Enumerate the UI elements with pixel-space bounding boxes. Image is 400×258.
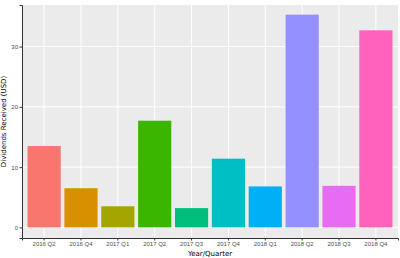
- bar: [249, 186, 282, 227]
- x-tick-mark: [265, 238, 266, 241]
- x-tick-mark: [154, 238, 155, 241]
- y-tick: 0: [15, 225, 22, 231]
- x-tick: 2016 Q2: [33, 238, 57, 247]
- bars: [28, 15, 393, 228]
- chart: 2016 Q2 2016 Q4 2017 Q1 2017 Q2 2017 Q3 2017 …: [0, 0, 400, 258]
- x-tick: 2018 Q4: [364, 238, 388, 247]
- bar: [64, 188, 97, 227]
- x-tick: 2017 Q1: [106, 238, 130, 247]
- y-tick-mark: [20, 167, 23, 168]
- x-tick-mark: [375, 238, 376, 241]
- plot: 2016 Q2 2016 Q4 2017 Q1 2017 Q2 2017 Q3 2017 …: [11, 5, 398, 247]
- grid: [22, 5, 398, 238]
- x-tick-mark: [117, 238, 118, 241]
- x-tick-mark: [302, 238, 303, 241]
- x-tick: 2018 Q1: [254, 238, 278, 247]
- x-tick-label: 2017 Q2: [143, 241, 167, 247]
- x-tick: 2018 Q2: [291, 238, 315, 247]
- grid-line: [22, 106, 398, 107]
- x-tick: 2018 Q3: [328, 238, 352, 247]
- x-tick: 2017 Q4: [217, 238, 241, 247]
- y-tick-mark: [20, 47, 23, 48]
- x-tick-mark: [339, 238, 340, 241]
- x-tick-label: 2017 Q3: [180, 241, 204, 247]
- x-tick-mark: [80, 238, 81, 241]
- x-tick-label: 2018 Q2: [291, 241, 315, 247]
- x-tick: 2016 Q4: [69, 238, 93, 247]
- x-tick-mark: [44, 238, 45, 241]
- panel-background: [22, 5, 398, 238]
- x-axis-title: Year/Quarter: [187, 250, 232, 258]
- y-axis: 0 10 20 30: [11, 6, 22, 239]
- grid-line: [117, 5, 118, 238]
- y-tick: 10: [11, 165, 22, 171]
- x-tick-mark: [228, 238, 229, 241]
- bar: [286, 15, 319, 228]
- y-tick-mark: [20, 227, 23, 228]
- x-tick-label: 2016 Q2: [33, 241, 57, 247]
- grid-line: [22, 167, 398, 168]
- y-tick: 30: [11, 44, 22, 50]
- x-tick-label: 2017 Q4: [217, 241, 241, 247]
- y-axis-line: [20, 6, 23, 239]
- bar: [322, 186, 355, 228]
- x-tick-label: 2018 Q3: [328, 241, 352, 247]
- bar: [212, 159, 245, 228]
- y-tick-label: 0: [15, 225, 19, 231]
- y-tick-label: 10: [11, 165, 18, 171]
- x-axis: 2016 Q2 2016 Q4 2017 Q1 2017 Q2 2017 Q3 2017 …: [23, 238, 399, 247]
- x-tick-label: 2016 Q4: [69, 241, 93, 247]
- y-tick-label: 30: [11, 44, 18, 50]
- x-tick-label: 2018 Q4: [364, 241, 388, 247]
- x-tick: 2017 Q3: [180, 238, 204, 247]
- y-axis-title: Dividends Received (USD): [0, 76, 8, 168]
- bar: [28, 146, 61, 227]
- bar: [138, 121, 171, 228]
- y-tick-label: 20: [11, 104, 18, 110]
- grid-line: [22, 46, 398, 47]
- x-tick-label: 2018 Q1: [254, 241, 278, 247]
- x-tick: 2017 Q2: [143, 238, 167, 247]
- bar: [175, 208, 208, 227]
- x-tick-label: 2017 Q1: [106, 241, 130, 247]
- grid-line: [191, 5, 192, 238]
- x-tick-mark: [191, 238, 192, 241]
- bar: [359, 30, 392, 227]
- bar: [101, 206, 134, 227]
- x-axis-line: [23, 239, 399, 241]
- y-tick: 20: [11, 104, 22, 110]
- y-tick-mark: [20, 107, 23, 108]
